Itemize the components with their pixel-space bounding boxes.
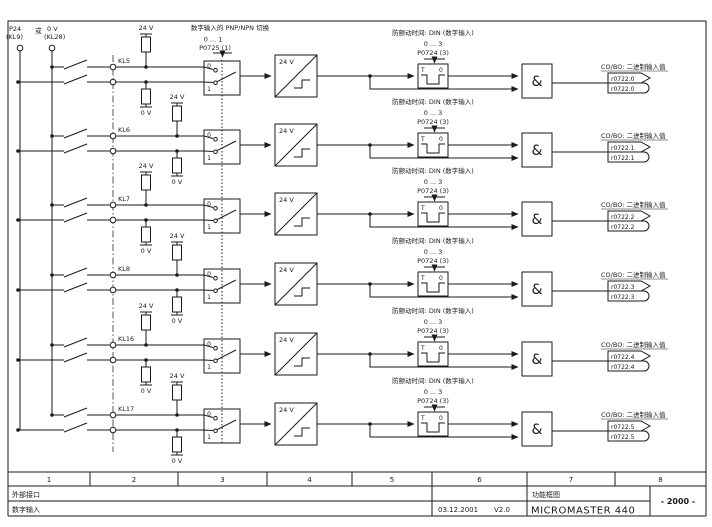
resistor-pair-use [169, 231, 186, 326]
p24-label: P24 [9, 25, 21, 33]
title-block: 1 2 3 4 5 6 7 8 外部接口 数字输入 03.12.2001 V2.… [7, 472, 707, 517]
digital-input-label: 数字输入 [12, 505, 40, 514]
column-number: 8 [658, 476, 662, 484]
or-label: 或 [35, 26, 42, 35]
binector-value: r0722.0 [611, 76, 635, 83]
external-interface-label: 外部接口 [12, 490, 40, 499]
column-number: 1 [47, 476, 51, 484]
binector-value: r0722.2 [611, 214, 635, 221]
binector-value: r0722.0 [611, 86, 635, 93]
version-label: V2.0 [494, 506, 510, 514]
binector-value: r0722.1 [611, 155, 635, 162]
channel-kl16: KL16 r0722.4 r0722.4 [16, 301, 668, 396]
column-number: 2 [132, 476, 136, 484]
0v-terminal-circle [48, 44, 56, 52]
channel-graphics-use [16, 306, 668, 376]
terminal-name: KL8 [118, 265, 130, 273]
binector-value: r0722.3 [611, 294, 635, 301]
p24-terminal-circle [16, 44, 24, 52]
terminal-name: KL6 [118, 126, 130, 134]
pnp-npn-title: 数字输入的 PNP/NPN 切换 [191, 23, 270, 32]
channel-graphics-use [16, 166, 668, 236]
title-block-lines [7, 472, 707, 517]
p24-terminal-label: (KL9) [6, 33, 23, 41]
binector-value: r0722.2 [611, 224, 635, 231]
column-number: 5 [390, 476, 394, 484]
resistor-pair-use [169, 371, 186, 466]
channel-graphics-use [16, 236, 668, 306]
channel-kl8: KL8 r0722.3 r0722.3 [16, 231, 668, 326]
binector-value: r0722.5 [611, 424, 635, 431]
binector-value: r0722.4 [611, 364, 635, 371]
p0725-param: P0725 (1) [199, 44, 231, 52]
resistor-pair-use [138, 301, 155, 396]
binector-value: r0722.1 [611, 145, 635, 152]
channel-graphics-use [16, 376, 668, 446]
channel-graphics-use [16, 97, 668, 167]
channel-kl5: KL5 r0722.0 r0722.0 [16, 23, 668, 118]
diagram-frame [7, 20, 707, 473]
column-number: 7 [569, 476, 573, 484]
resistor-pair-use [169, 92, 186, 187]
column-number: 4 [307, 476, 312, 484]
column-number: 6 [477, 476, 482, 484]
binector-value: r0722.4 [611, 354, 635, 361]
resistor-pair-use [138, 161, 155, 256]
terminal-name: KL17 [118, 405, 134, 413]
resistor-pair-use [138, 23, 155, 118]
doc-type-label: 功能框图 [532, 490, 560, 499]
channel-kl7: KL7 r0722.2 r0722.2 [16, 161, 668, 256]
binector-value: r0722.5 [611, 434, 635, 441]
terminal-name: KL7 [118, 195, 130, 203]
supply-header: P24 (KL9) 或 0 V (KL28) [6, 25, 65, 430]
cell-dividers [431, 486, 651, 516]
channel-kl17: KL17 r0722.5 r0722.5 [16, 371, 668, 466]
channel-graphics-use [16, 28, 668, 98]
page-number: - 2000 - [661, 497, 695, 506]
column-number: 3 [220, 476, 224, 484]
terminal-name: KL5 [118, 57, 130, 65]
p0725-range: 0 ... 1 [204, 36, 223, 44]
channel-kl6: KL6 r0722.1 r0722.1 [16, 92, 668, 187]
binector-value: r0722.3 [611, 284, 635, 291]
product-name: MICROMASTER 440 [531, 506, 635, 517]
pnp-npn-header: 数字输入的 PNP/NPN 切换 0 ... 1 P0725 (1) [191, 23, 270, 58]
column-dividers [89, 472, 616, 486]
0v-terminal-label: (KL28) [44, 33, 65, 41]
date-label: 03.12.2001 [438, 506, 478, 514]
terminal-name: KL16 [118, 335, 134, 343]
0v-label: 0 V [47, 25, 58, 33]
